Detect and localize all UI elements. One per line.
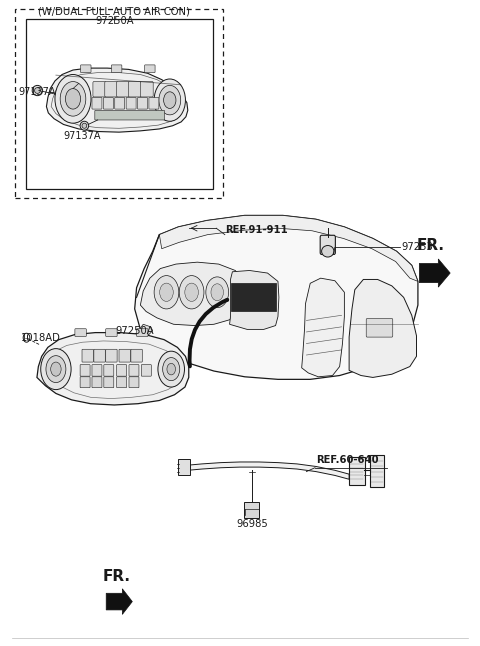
- Ellipse shape: [82, 123, 87, 129]
- Polygon shape: [37, 333, 189, 405]
- FancyBboxPatch shape: [80, 364, 90, 376]
- FancyBboxPatch shape: [244, 502, 260, 518]
- FancyArrowPatch shape: [190, 300, 227, 366]
- Circle shape: [55, 74, 91, 123]
- Circle shape: [211, 284, 224, 300]
- Circle shape: [154, 276, 179, 309]
- FancyBboxPatch shape: [117, 364, 127, 376]
- Circle shape: [154, 79, 185, 121]
- Text: (W/DUAL FULL AUTO AIR CON): (W/DUAL FULL AUTO AIR CON): [38, 6, 190, 17]
- FancyBboxPatch shape: [141, 364, 151, 376]
- FancyBboxPatch shape: [320, 235, 336, 255]
- FancyBboxPatch shape: [93, 81, 106, 97]
- Circle shape: [185, 283, 198, 302]
- Polygon shape: [159, 215, 418, 282]
- Circle shape: [23, 333, 30, 342]
- FancyBboxPatch shape: [111, 65, 122, 72]
- Ellipse shape: [322, 245, 334, 257]
- FancyBboxPatch shape: [137, 329, 148, 337]
- FancyBboxPatch shape: [131, 349, 142, 362]
- FancyBboxPatch shape: [95, 110, 165, 120]
- Circle shape: [164, 92, 176, 109]
- FancyBboxPatch shape: [144, 65, 155, 72]
- FancyBboxPatch shape: [140, 81, 153, 97]
- Text: 97253: 97253: [401, 242, 433, 253]
- Text: 97137A: 97137A: [64, 131, 101, 141]
- FancyBboxPatch shape: [178, 459, 190, 475]
- Ellipse shape: [35, 88, 40, 94]
- Text: FR.: FR.: [417, 238, 445, 253]
- FancyBboxPatch shape: [366, 318, 393, 337]
- Circle shape: [51, 362, 61, 376]
- Text: 1018AD: 1018AD: [21, 333, 60, 344]
- FancyBboxPatch shape: [115, 98, 125, 109]
- FancyBboxPatch shape: [117, 81, 130, 97]
- FancyBboxPatch shape: [80, 377, 90, 388]
- FancyBboxPatch shape: [348, 457, 365, 485]
- Polygon shape: [229, 271, 279, 329]
- Bar: [25, 19, 213, 189]
- FancyBboxPatch shape: [94, 349, 105, 362]
- Polygon shape: [188, 462, 349, 479]
- Circle shape: [158, 351, 184, 387]
- Polygon shape: [301, 278, 344, 377]
- Polygon shape: [47, 68, 188, 132]
- Ellipse shape: [80, 121, 89, 130]
- Circle shape: [167, 363, 176, 375]
- Bar: [14, 9, 223, 198]
- Text: 97250A: 97250A: [95, 16, 133, 26]
- Text: 97250A: 97250A: [116, 326, 155, 337]
- FancyBboxPatch shape: [92, 98, 102, 109]
- Text: REF.91-911: REF.91-911: [225, 225, 288, 234]
- Circle shape: [60, 81, 86, 116]
- Polygon shape: [140, 324, 153, 335]
- FancyBboxPatch shape: [129, 364, 139, 376]
- Text: 97137A: 97137A: [18, 87, 56, 98]
- Polygon shape: [106, 589, 132, 614]
- FancyBboxPatch shape: [137, 98, 147, 109]
- Circle shape: [65, 89, 81, 109]
- FancyBboxPatch shape: [370, 455, 384, 487]
- Polygon shape: [135, 215, 418, 379]
- Circle shape: [159, 85, 180, 115]
- Polygon shape: [349, 280, 417, 377]
- FancyBboxPatch shape: [106, 349, 117, 362]
- Circle shape: [160, 283, 173, 302]
- FancyBboxPatch shape: [126, 98, 136, 109]
- FancyBboxPatch shape: [104, 377, 114, 388]
- Polygon shape: [140, 262, 246, 326]
- FancyBboxPatch shape: [106, 329, 117, 337]
- Circle shape: [163, 358, 180, 380]
- FancyBboxPatch shape: [75, 329, 86, 337]
- Ellipse shape: [32, 85, 43, 96]
- FancyBboxPatch shape: [231, 283, 276, 311]
- FancyBboxPatch shape: [81, 65, 91, 72]
- FancyBboxPatch shape: [92, 377, 102, 388]
- FancyBboxPatch shape: [103, 98, 113, 109]
- FancyBboxPatch shape: [82, 349, 94, 362]
- FancyBboxPatch shape: [149, 98, 159, 109]
- FancyBboxPatch shape: [119, 349, 131, 362]
- FancyBboxPatch shape: [129, 81, 141, 97]
- Polygon shape: [420, 259, 450, 287]
- FancyBboxPatch shape: [129, 377, 139, 388]
- FancyBboxPatch shape: [104, 364, 114, 376]
- FancyBboxPatch shape: [92, 364, 102, 376]
- FancyBboxPatch shape: [105, 81, 118, 97]
- FancyBboxPatch shape: [117, 377, 127, 388]
- Circle shape: [179, 276, 204, 309]
- Circle shape: [46, 356, 66, 382]
- Circle shape: [41, 349, 71, 390]
- Circle shape: [206, 277, 228, 307]
- Text: 96985: 96985: [236, 519, 268, 529]
- Text: REF.60-640: REF.60-640: [316, 455, 378, 464]
- Text: FR.: FR.: [102, 568, 131, 583]
